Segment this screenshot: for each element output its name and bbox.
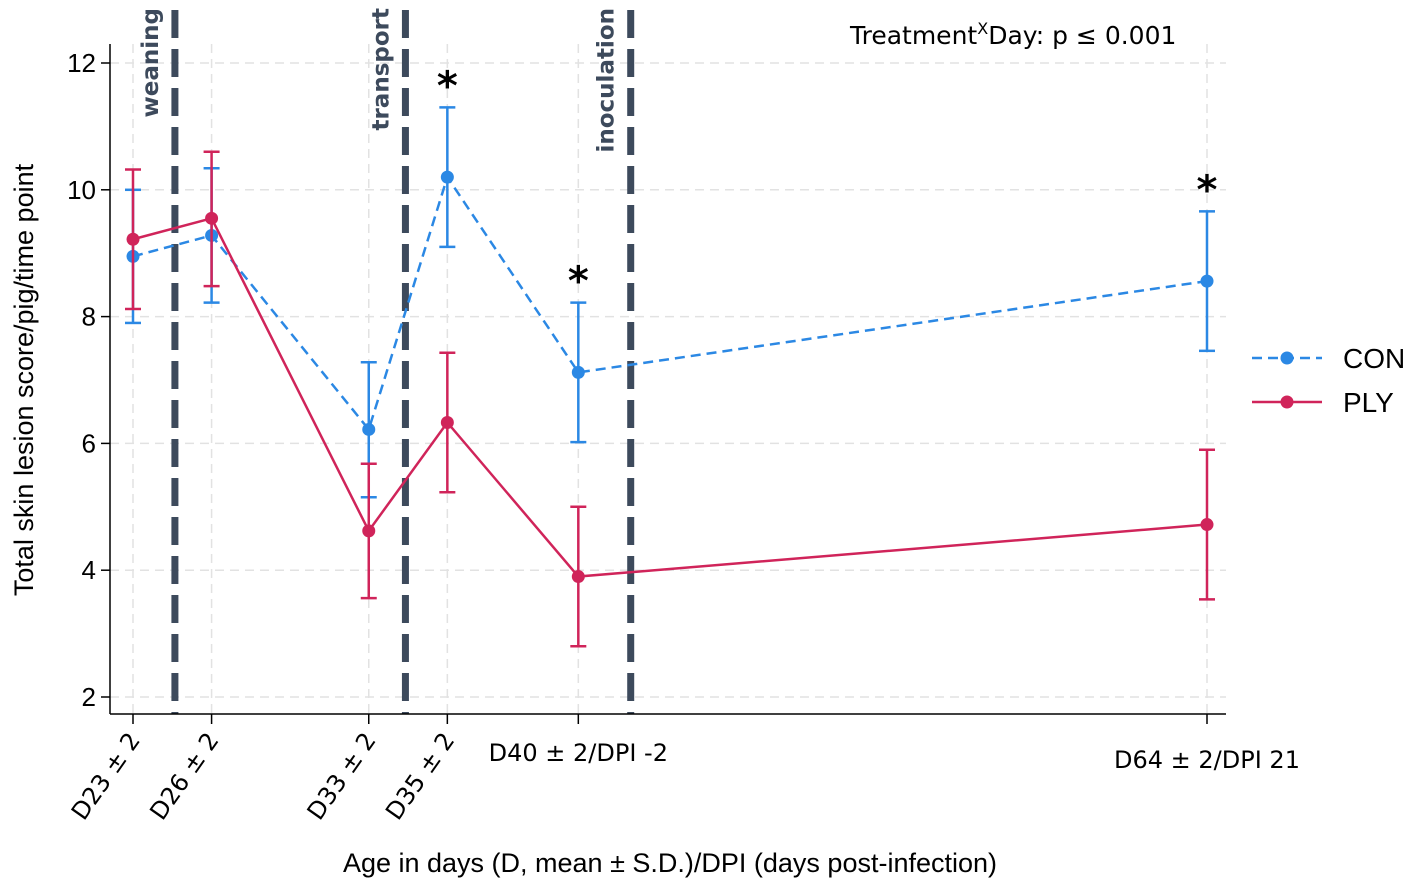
y-tick-label: 12 [67,48,96,78]
significance-star: * [437,63,458,109]
series-line [132,174,1208,433]
legend: CON PLY [1252,343,1405,418]
event-label: transport [368,8,394,131]
data-point [362,524,376,538]
y-tick-label: 4 [82,555,96,585]
legend-marker [1280,395,1294,409]
data-series: * * * [125,63,1218,648]
legend-label: PLY [1343,387,1394,418]
x-tick-label: D23 ± 2 [66,727,146,825]
y-axis-label: Total skin lesion score/pig/time point [9,163,39,596]
data-point [440,170,454,184]
data-point [440,415,454,429]
x-tick-label: D35 ± 2 [380,727,460,825]
x-tick-label: D26 ± 2 [144,727,224,825]
x-tick-label: D33 ± 2 [302,727,382,825]
event-label: inoculation [594,8,620,153]
data-point [1200,274,1214,288]
legend-label: CON [1343,343,1405,374]
x-tick-label: D40 ± 2/DPI -2 [489,739,668,767]
y-tick-label: 8 [82,302,96,332]
series-con [125,106,1215,499]
x-axis-label: Age in days (D, mean ± S.D.)/DPI (days p… [343,848,997,878]
data-point [205,211,219,225]
annotation-text: TreatmentXDay: p ≤ 0.001 [849,19,1176,50]
series-line [132,216,1208,578]
legend-marker [1280,351,1294,365]
event-label: weaning [138,8,164,117]
significance-star: * [1197,167,1218,213]
event-markers: weaning transport inoculation [138,8,635,714]
data-point [126,232,140,246]
x-tick-label: D64 ± 2/DPI 21 [1114,746,1300,774]
data-point [571,570,585,584]
data-point [362,422,376,436]
gridlines [110,44,1226,714]
y-tick-label: 10 [67,175,96,205]
y-tick-label: 2 [82,682,96,712]
significance-star: * [568,259,589,305]
axes [109,44,1226,715]
y-tick-label: 6 [82,428,96,458]
series-ply [125,150,1215,648]
data-point [571,365,585,379]
data-point [1200,518,1214,532]
